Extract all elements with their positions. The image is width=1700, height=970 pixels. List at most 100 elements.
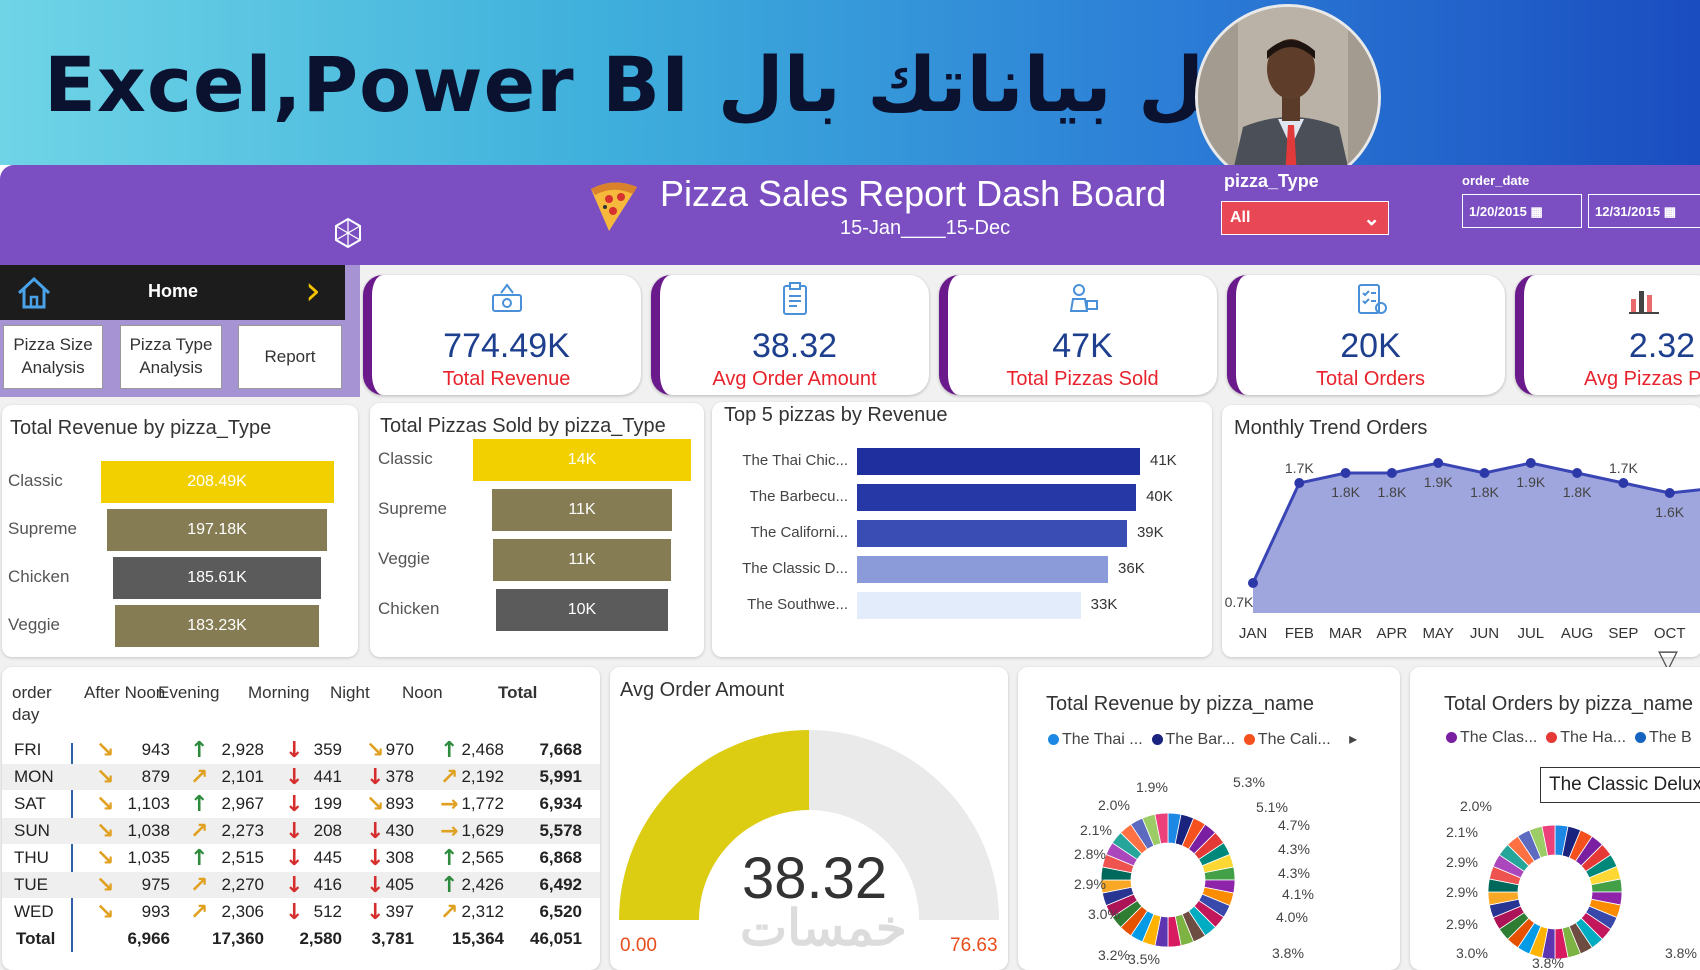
ai-brain-icon[interactable] <box>330 215 366 251</box>
bar-category-label: The Thai Chic... <box>742 452 848 469</box>
legend-label: The Clas... <box>1460 729 1538 746</box>
kpi-label: Avg Pizzas Per Order <box>1584 368 1700 390</box>
x-axis-tick-label: MAY <box>1422 625 1453 642</box>
table-cell: 2,306 <box>221 902 264 921</box>
kpi-label: Total Orders <box>1316 368 1425 390</box>
slice-label: 4.3% <box>1278 841 1310 857</box>
legend-item[interactable]: The Bar... <box>1151 731 1235 748</box>
end-date-input[interactable]: 12/31/2015 ▦ <box>1588 194 1700 228</box>
legend-item[interactable]: The Cali... <box>1243 731 1331 748</box>
data-point <box>1572 468 1583 478</box>
table-cell: 1,629 <box>461 821 504 840</box>
data-label: 1.6K <box>1655 504 1684 520</box>
data-label: 1.8K <box>1377 484 1406 500</box>
trend-arrow-icon: ↘ <box>366 738 384 763</box>
donut-slice <box>1154 812 1169 845</box>
pizza-type-value: All <box>1230 209 1251 226</box>
slice-label: 3.0% <box>1088 906 1120 922</box>
row-label: THU <box>14 848 49 867</box>
total-cell: 2,580 <box>299 929 342 948</box>
kpi-card-total-pizzas-sold: 47K Total Pizzas Sold <box>939 275 1217 395</box>
kpi-value: 38.32 <box>751 327 838 365</box>
slice-label: 4.7% <box>1278 817 1310 833</box>
dashboard: Pizza Sales Report Dash Board 15-Jan____… <box>0 165 1700 970</box>
table-cell: 2,270 <box>221 875 264 894</box>
legend-item[interactable]: The Ha... <box>1546 729 1626 746</box>
bar-category-label: The Southwe... <box>747 596 848 613</box>
table-cell: 1,038 <box>127 821 170 840</box>
slice-label: 1.9% <box>1136 779 1168 795</box>
home-button[interactable]: Home › <box>0 265 345 320</box>
trend-arrow-icon: ↘ <box>96 900 114 925</box>
data-label: 1.9K <box>1424 474 1453 490</box>
trend-arrow-icon: ↓ <box>285 846 303 871</box>
legend-next-icon[interactable]: ▸ <box>1349 731 1358 748</box>
start-date-input[interactable]: 1/20/2015 ▦ <box>1462 194 1582 228</box>
bar-value-label: 41K <box>1150 452 1177 469</box>
calendar-icon[interactable]: ▦ <box>1663 204 1676 219</box>
row-label: MON <box>14 767 54 786</box>
table-cell: 2,967 <box>221 794 264 813</box>
kpi-value: 47K <box>1052 327 1113 365</box>
table-cell: 943 <box>142 740 170 759</box>
legend-item[interactable]: The Clas... <box>1446 729 1537 746</box>
chart-title: Total Orders by pizza_name <box>1444 693 1694 715</box>
trend-arrow-icon: ↘ <box>96 873 114 898</box>
legend-item[interactable]: The Thai ... <box>1048 731 1143 748</box>
trend-arrow-icon: ↘ <box>96 765 114 790</box>
slice-label: 5.1% <box>1256 799 1288 815</box>
table-cell: 993 <box>142 902 170 921</box>
bar: 14K <box>473 439 691 481</box>
pizza-size-analysis-button[interactable]: Pizza Size Analysis <box>3 325 103 389</box>
row-total: 6,934 <box>539 794 582 813</box>
row-label: TUE <box>14 875 48 894</box>
slice-label: 2.9% <box>1446 854 1478 870</box>
trend-arrow-icon: ↓ <box>285 900 303 925</box>
slice-label: 3.0% <box>1456 945 1488 961</box>
report-button[interactable]: Report <box>238 325 342 389</box>
chevron-down-icon: ⌄ <box>1363 208 1380 230</box>
gauge-fill <box>619 730 810 920</box>
chart-top5-pizzas: Top 5 pizzas by Revenue The Thai Chic...… <box>712 402 1212 657</box>
trend-arrow-icon: ↑ <box>440 846 458 871</box>
data-point <box>1340 468 1351 478</box>
end-date-value: 12/31/2015 <box>1595 204 1661 219</box>
table-cell: 2,101 <box>221 767 264 786</box>
table-cell: 2,468 <box>461 740 504 759</box>
row-label: SUN <box>14 821 50 840</box>
trend-arrow-icon: ↑ <box>190 738 208 763</box>
data-point <box>1479 468 1490 478</box>
table-cell: 1,772 <box>461 794 504 813</box>
grand-total: 46,051 <box>530 929 582 948</box>
legend-item[interactable]: The B <box>1634 729 1692 746</box>
kpi-card-avg-pizzas-per-order: 2.32 Avg Pizzas Per Order <box>1515 275 1700 395</box>
trend-arrow-icon: ↑ <box>440 738 458 763</box>
table-row-band <box>2 872 600 898</box>
x-axis-tick-label: AUG <box>1561 625 1594 642</box>
bar: 10K <box>496 589 668 631</box>
total-row-label: Total <box>16 929 55 948</box>
column-header: Night <box>330 683 370 702</box>
slice-label: 5.3% <box>1233 774 1265 790</box>
legend-dot <box>1546 732 1558 744</box>
navigation-panel: Home › Pizza Size Analysis Pizza Type An… <box>0 265 360 397</box>
calendar-icon[interactable]: ▦ <box>1530 204 1543 219</box>
trend-arrow-icon: ↑ <box>190 792 208 817</box>
table-cell: 879 <box>142 767 170 786</box>
pizza-type-filter-label: pizza_Type <box>1224 171 1319 191</box>
kpi-label: Avg Order Amount <box>712 368 877 390</box>
bar-category-label: Supreme <box>8 519 77 538</box>
chevron-right-icon[interactable]: › <box>305 268 321 314</box>
data-point <box>1386 468 1397 478</box>
bar-category-label: Chicken <box>378 599 440 618</box>
slice-label: 4.0% <box>1276 909 1308 925</box>
bar-value-label: 40K <box>1146 488 1173 505</box>
column-header: day <box>12 705 40 724</box>
legend-dot <box>1243 734 1255 746</box>
row-total: 6,520 <box>539 902 582 921</box>
chart-title: Monthly Trend Orders <box>1234 417 1428 439</box>
kpi-label: Total Revenue <box>442 368 571 390</box>
pizza-type-select[interactable]: All ⌄ <box>1221 201 1389 235</box>
pizza-type-analysis-button[interactable]: Pizza Type Analysis <box>120 325 222 389</box>
